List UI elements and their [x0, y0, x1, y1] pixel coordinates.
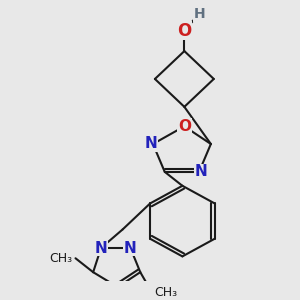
Text: O: O — [178, 119, 191, 134]
Text: N: N — [124, 241, 137, 256]
Text: H: H — [193, 7, 205, 21]
Text: O: O — [177, 22, 191, 40]
Text: N: N — [145, 136, 158, 152]
Text: N: N — [195, 164, 207, 179]
Text: CH₃: CH₃ — [50, 252, 73, 265]
Text: CH₃: CH₃ — [154, 286, 177, 299]
Text: N: N — [94, 241, 107, 256]
